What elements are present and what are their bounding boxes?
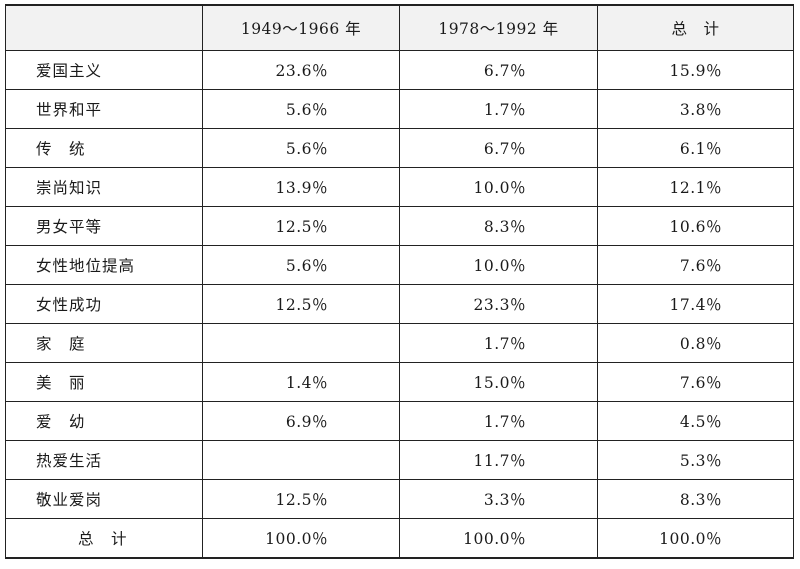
cell-1949-1966: 5.6％ <box>202 128 400 168</box>
row-label: 爱国主义 <box>5 50 203 90</box>
cell-1949-1966: 12.5％ <box>202 284 400 324</box>
cell-1949-1966: 6.9％ <box>202 401 400 441</box>
total-row-label: 总 计 <box>5 518 203 559</box>
table-row: 美 丽 1.4％ 15.0％ 7.6％ <box>5 362 794 402</box>
data-table: 1949～1966 年 1978～1992 年 总 计 爱国主义 23.6％ 6… <box>5 4 794 559</box>
cell-1949-1966: 13.9％ <box>202 167 400 207</box>
cell-1978-1992: 1.7％ <box>399 89 598 129</box>
cell-total: 15.9％ <box>597 50 794 90</box>
cell-total: 10.6％ <box>597 206 794 246</box>
cell-1978-1992: 15.0％ <box>399 362 598 402</box>
table-row: 家 庭 1.7％ 0.8％ <box>5 323 794 363</box>
cell-1949-1966: 5.6％ <box>202 89 400 129</box>
table-row: 崇尚知识 13.9％ 10.0％ 12.1％ <box>5 167 794 207</box>
cell-1978-1992: 10.0％ <box>399 167 598 207</box>
cell-total: 6.1％ <box>597 128 794 168</box>
cell-1949-1966: 12.5％ <box>202 479 400 519</box>
table-row: 爱国主义 23.6％ 6.7％ 15.9％ <box>5 50 794 90</box>
cell-1949-1966 <box>202 440 400 480</box>
cell-1949-1966: 100.0％ <box>202 518 400 559</box>
header-cell-period-1978-1992: 1978～1992 年 <box>399 4 598 51</box>
cell-1949-1966: 23.6％ <box>202 50 400 90</box>
table-header: 1949～1966 年 1978～1992 年 总 计 <box>5 4 794 51</box>
header-cell-total: 总 计 <box>597 4 794 51</box>
row-label: 女性成功 <box>5 284 203 324</box>
cell-1949-1966 <box>202 323 400 363</box>
row-label: 男女平等 <box>5 206 203 246</box>
row-label: 家 庭 <box>5 323 203 363</box>
row-label: 爱 幼 <box>5 401 203 441</box>
cell-1949-1966: 5.6％ <box>202 245 400 285</box>
table-row: 世界和平 5.6％ 1.7％ 3.8％ <box>5 89 794 129</box>
cell-1978-1992: 6.7％ <box>399 128 598 168</box>
cell-total: 7.6％ <box>597 362 794 402</box>
table-row: 女性成功 12.5％ 23.3％ 17.4％ <box>5 284 794 324</box>
header-cell-period-1949-1966: 1949～1966 年 <box>202 4 400 51</box>
cell-1978-1992: 8.3％ <box>399 206 598 246</box>
cell-1978-1992: 10.0％ <box>399 245 598 285</box>
cell-total: 0.8％ <box>597 323 794 363</box>
row-label: 世界和平 <box>5 89 203 129</box>
cell-total: 5.3％ <box>597 440 794 480</box>
cell-total: 3.8％ <box>597 89 794 129</box>
header-cell-blank <box>5 4 203 51</box>
row-label: 敬业爱岗 <box>5 479 203 519</box>
cell-1949-1966: 12.5％ <box>202 206 400 246</box>
cell-total: 8.3％ <box>597 479 794 519</box>
row-label: 热爱生活 <box>5 440 203 480</box>
table-row: 敬业爱岗 12.5％ 3.3％ 8.3％ <box>5 479 794 519</box>
row-label: 女性地位提高 <box>5 245 203 285</box>
cell-1978-1992: 6.7％ <box>399 50 598 90</box>
cell-total: 7.6％ <box>597 245 794 285</box>
row-label: 传 统 <box>5 128 203 168</box>
cell-total: 17.4％ <box>597 284 794 324</box>
cell-1978-1992: 100.0％ <box>399 518 598 559</box>
cell-total: 12.1％ <box>597 167 794 207</box>
table-row: 女性地位提高 5.6％ 10.0％ 7.6％ <box>5 245 794 285</box>
table-row: 传 统 5.6％ 6.7％ 6.1％ <box>5 128 794 168</box>
row-label: 美 丽 <box>5 362 203 402</box>
total-row: 总 计 100.0％ 100.0％ 100.0％ <box>5 518 794 559</box>
table-body: 爱国主义 23.6％ 6.7％ 15.9％ 世界和平 5.6％ 1.7％ 3.8… <box>5 50 794 559</box>
cell-1978-1992: 1.7％ <box>399 401 598 441</box>
cell-1978-1992: 1.7％ <box>399 323 598 363</box>
table-row: 爱 幼 6.9％ 1.7％ 4.5％ <box>5 401 794 441</box>
cell-1978-1992: 23.3％ <box>399 284 598 324</box>
row-label: 崇尚知识 <box>5 167 203 207</box>
cell-1978-1992: 11.7％ <box>399 440 598 480</box>
cell-1949-1966: 1.4％ <box>202 362 400 402</box>
cell-1978-1992: 3.3％ <box>399 479 598 519</box>
cell-total: 4.5％ <box>597 401 794 441</box>
header-row: 1949～1966 年 1978～1992 年 总 计 <box>5 4 794 51</box>
table-row: 男女平等 12.5％ 8.3％ 10.6％ <box>5 206 794 246</box>
table-row: 热爱生活 11.7％ 5.3％ <box>5 440 794 480</box>
cell-total: 100.0％ <box>597 518 794 559</box>
